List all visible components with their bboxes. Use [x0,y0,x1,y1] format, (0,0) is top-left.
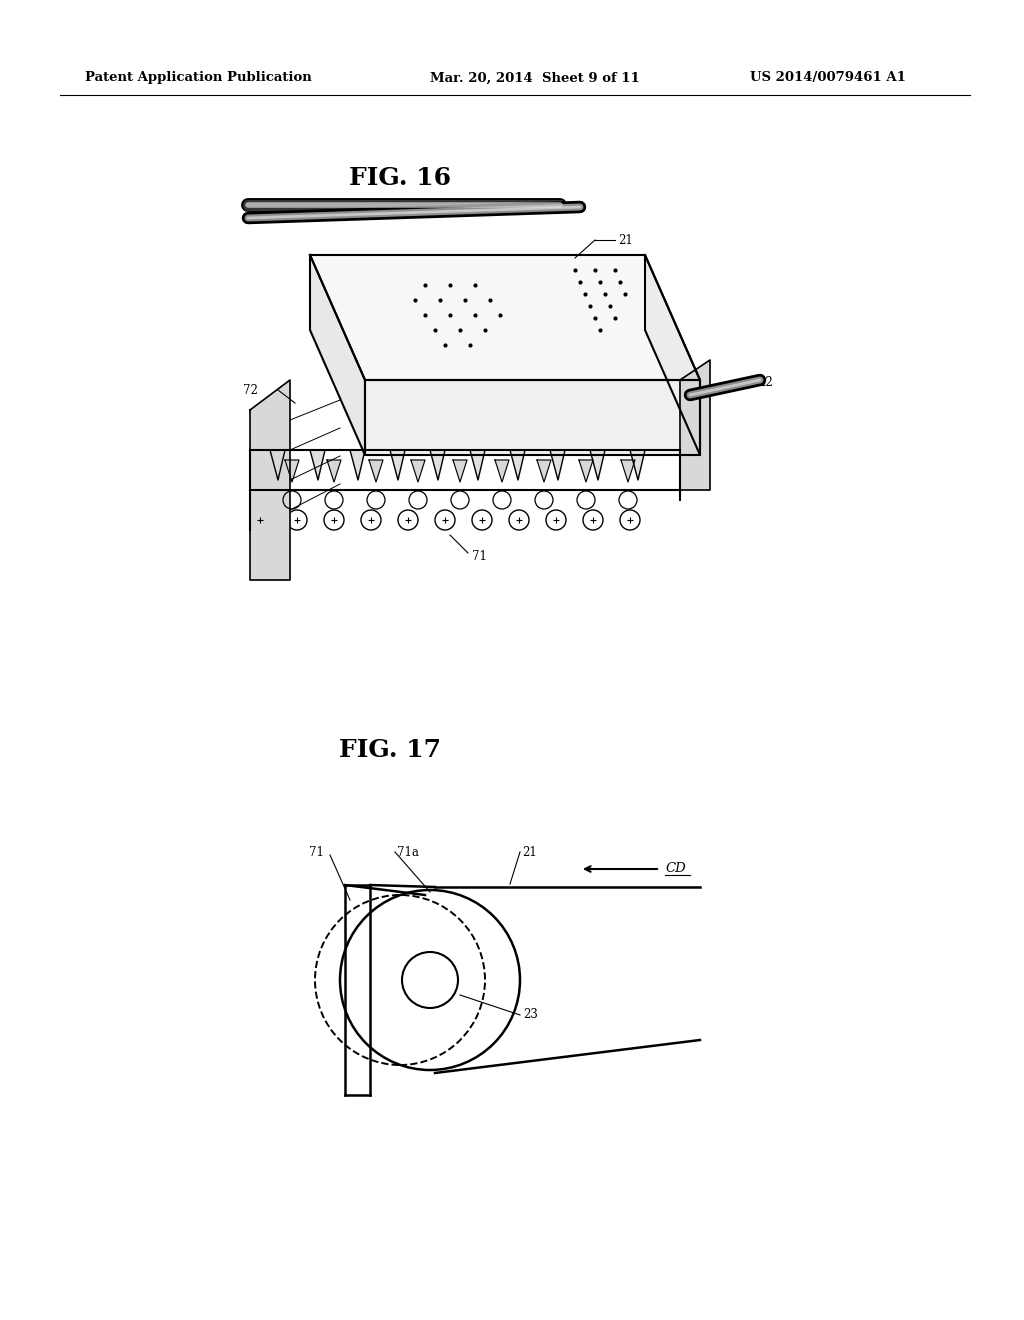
Text: 71a: 71a [397,846,419,858]
Polygon shape [470,450,485,480]
Polygon shape [250,380,290,579]
Polygon shape [411,459,425,482]
Polygon shape [579,459,593,482]
Text: Patent Application Publication: Patent Application Publication [85,71,311,84]
Polygon shape [630,450,645,480]
Polygon shape [310,255,365,455]
Text: 21: 21 [618,234,633,247]
Text: 23: 23 [523,1008,538,1022]
Text: FIG. 17: FIG. 17 [339,738,441,762]
Polygon shape [621,459,635,482]
Polygon shape [327,459,341,482]
Text: 72: 72 [243,384,258,396]
Polygon shape [537,459,551,482]
Text: Mar. 20, 2014  Sheet 9 of 11: Mar. 20, 2014 Sheet 9 of 11 [430,71,640,84]
Polygon shape [495,459,509,482]
Polygon shape [680,360,710,490]
Polygon shape [350,450,365,480]
Polygon shape [310,450,325,480]
Text: CD: CD [665,862,686,875]
Polygon shape [550,450,565,480]
Text: 21: 21 [522,846,537,858]
Polygon shape [310,255,700,380]
Polygon shape [430,450,445,480]
Polygon shape [510,450,525,480]
Text: 22: 22 [758,376,773,389]
Polygon shape [369,459,383,482]
Polygon shape [390,450,406,480]
Text: US 2014/0079461 A1: US 2014/0079461 A1 [750,71,906,84]
Polygon shape [590,450,605,480]
Polygon shape [285,459,299,482]
Polygon shape [270,450,285,480]
Polygon shape [645,255,700,455]
Text: 71: 71 [309,846,324,858]
Polygon shape [365,380,700,455]
Text: FIG. 16: FIG. 16 [349,166,451,190]
Polygon shape [453,459,467,482]
Text: 71: 71 [472,549,486,562]
